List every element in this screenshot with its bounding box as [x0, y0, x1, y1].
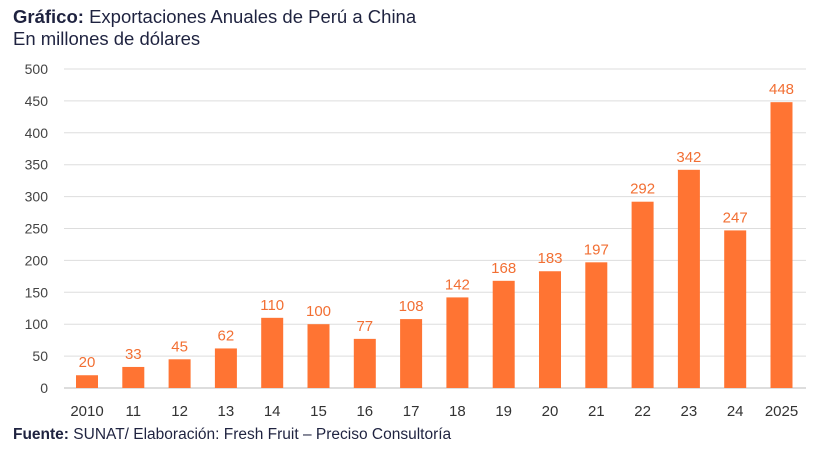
data-label: 20 — [79, 354, 96, 371]
y-tick-label: 500 — [25, 61, 49, 77]
source-text: SUNAT/ Elaboración: Fresh Fruit – Precis… — [73, 426, 452, 443]
x-tick-label: 18 — [449, 403, 466, 420]
y-tick-label: 400 — [25, 125, 49, 141]
x-tick-label: 22 — [634, 403, 651, 420]
y-tick-label: 100 — [25, 316, 49, 332]
x-tick-label: 12 — [171, 403, 188, 420]
bar — [122, 366, 145, 388]
x-tick-label: 20 — [542, 403, 559, 420]
data-label: 168 — [491, 260, 516, 277]
bar — [307, 324, 330, 388]
x-tick-label: 2025 — [765, 403, 798, 420]
title-prefix: Gráfico: — [13, 6, 84, 27]
bar — [214, 348, 237, 388]
data-label: 45 — [171, 338, 188, 355]
y-tick-label: 200 — [25, 252, 49, 268]
bar — [724, 230, 747, 388]
bar — [770, 102, 793, 389]
bar — [492, 280, 515, 388]
bar — [400, 319, 423, 388]
x-tick-label: 14 — [264, 403, 281, 420]
y-tick-label: 0 — [40, 380, 48, 396]
data-label: 448 — [769, 81, 794, 98]
bar — [585, 262, 608, 388]
x-tick-label: 2010 — [70, 403, 103, 420]
bar — [261, 317, 284, 388]
chart-title: Gráfico: Exportaciones Anuales de Perú a… — [13, 5, 416, 28]
bar — [76, 375, 98, 388]
data-label: 100 — [306, 303, 331, 320]
source-prefix: Fuente: — [13, 426, 69, 443]
y-tick-label: 300 — [25, 189, 49, 205]
data-label: 108 — [399, 298, 424, 315]
bar — [353, 338, 376, 388]
y-tick-label: 350 — [25, 157, 49, 173]
data-label: 110 — [260, 297, 284, 314]
bar — [677, 169, 700, 388]
x-tick-label: 15 — [310, 403, 327, 420]
y-tick-label: 250 — [25, 221, 49, 237]
data-label: 197 — [584, 241, 609, 258]
bar — [539, 271, 561, 388]
data-label: 33 — [125, 346, 142, 363]
x-tick-label: 16 — [356, 403, 373, 420]
data-label: 292 — [630, 181, 655, 198]
data-label: 342 — [676, 149, 701, 166]
bar — [631, 201, 654, 388]
chart-subtitle: En millones de dólares — [13, 28, 201, 49]
data-label: 247 — [723, 209, 748, 226]
data-label: 142 — [445, 276, 470, 293]
x-tick-label: 23 — [681, 403, 698, 420]
data-label: 62 — [218, 327, 235, 344]
data-label: 77 — [356, 318, 373, 335]
x-tick-label: 17 — [403, 403, 420, 420]
title-text: Exportaciones Anuales de Perú a China — [89, 6, 417, 27]
bar — [446, 297, 469, 388]
y-tick-label: 150 — [25, 284, 49, 300]
bar — [168, 359, 191, 388]
x-tick-label: 21 — [588, 403, 605, 420]
x-tick-label: 13 — [218, 403, 235, 420]
y-tick-label: 450 — [25, 93, 49, 109]
x-tick-label: 11 — [126, 403, 142, 420]
source-note: Fuente: SUNAT/ Elaboración: Fresh Fruit … — [13, 426, 451, 444]
data-label: 183 — [537, 250, 562, 267]
y-tick-label: 50 — [32, 348, 48, 364]
x-tick-label: 19 — [495, 403, 512, 420]
x-tick-label: 24 — [727, 403, 744, 420]
